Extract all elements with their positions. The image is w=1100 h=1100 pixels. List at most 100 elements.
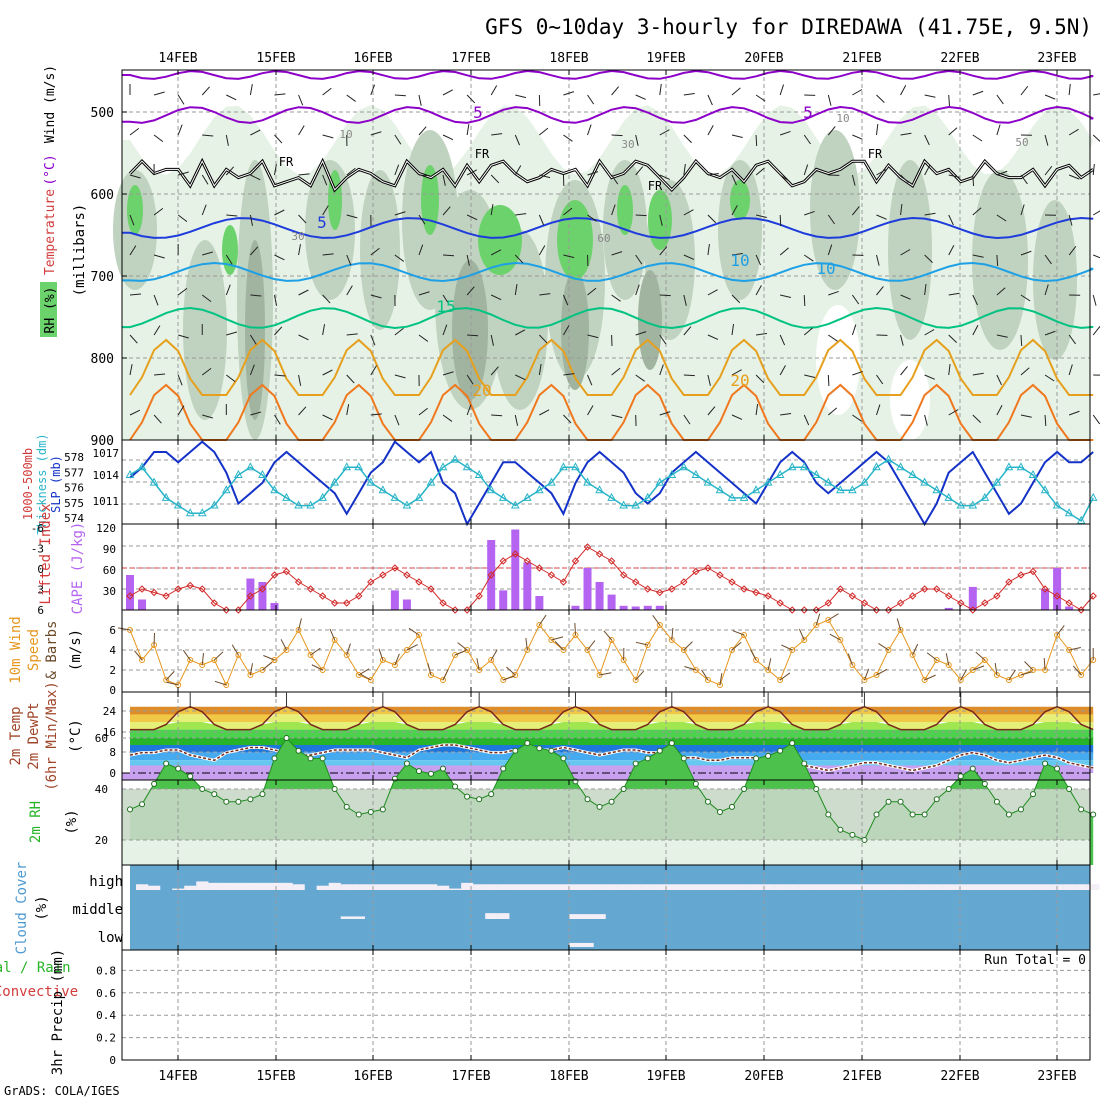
wind-barb <box>1068 128 1079 136</box>
rh2m-marker <box>343 803 350 810</box>
lifted-index-marker <box>583 543 592 551</box>
wind-barb <box>924 94 936 98</box>
wind-barb-10m <box>798 628 805 641</box>
wind-barb <box>226 374 236 383</box>
thickness-marker <box>1040 485 1050 494</box>
rh-legend-swatch <box>40 282 57 337</box>
thickness-marker <box>1016 462 1026 471</box>
wind-barb <box>322 87 332 96</box>
cloud-gap-high <box>581 884 594 890</box>
lifted-index-marker <box>439 599 447 607</box>
temp2m-tick-label: 24 <box>103 705 117 718</box>
temp-color-band <box>130 737 1094 745</box>
wind-barb <box>731 414 743 420</box>
wind-barb <box>1020 367 1030 376</box>
rh2m-marker <box>223 798 230 805</box>
wind-barb <box>851 324 857 336</box>
wind-barb-10m <box>635 641 648 646</box>
wind-barb <box>731 134 743 138</box>
temp-contour-label: 10 <box>730 251 749 270</box>
rh2m-marker <box>957 773 964 780</box>
wind-barb-10m <box>165 670 175 681</box>
thickness-marker <box>799 462 809 471</box>
wind-barb <box>202 134 214 137</box>
wind-barb-10m <box>1008 669 1016 681</box>
temp-contour-label: 5 <box>473 103 483 122</box>
thickness-marker <box>1088 492 1098 501</box>
wind-barb <box>129 214 135 226</box>
rh2m-marker <box>861 837 868 843</box>
cape-bar <box>631 606 640 610</box>
wind-barb <box>515 94 527 99</box>
wind-speed-marker <box>729 647 735 653</box>
lifted-index-marker <box>704 564 712 572</box>
wind-barb <box>538 364 542 376</box>
rh2m-marker <box>668 740 675 747</box>
wind-barb <box>876 374 884 385</box>
cloud-gap-high <box>786 884 799 890</box>
wind-barb <box>779 174 790 182</box>
wind-barb-10m <box>525 638 528 651</box>
wind-barb <box>443 254 455 257</box>
wind-barb <box>466 94 476 104</box>
freezing-label: FR <box>868 147 883 161</box>
lifted-index-marker <box>138 585 146 593</box>
wind-barb <box>779 84 785 96</box>
wind-barb <box>322 205 329 216</box>
thickness-marker <box>655 477 665 486</box>
wind-barb <box>803 254 814 262</box>
cape-bar <box>944 607 953 610</box>
wind-barb-10m <box>263 655 275 661</box>
wind-barb <box>948 292 960 296</box>
wind10m-unit-label: (m/s) <box>68 629 84 671</box>
lifted-index-marker <box>728 578 736 586</box>
wind-barb <box>972 174 975 187</box>
wind-barb <box>346 254 352 266</box>
rh2m-marker <box>548 747 555 754</box>
wind-barb <box>924 134 930 146</box>
wind-barb <box>249 84 253 96</box>
slp-axis-label: SLP (mb) <box>49 455 63 513</box>
rh2m-marker <box>151 780 158 787</box>
cloud-axis-label: Cloud Cover <box>14 862 30 955</box>
lifted-index-marker <box>186 581 194 590</box>
wind-tick-label: 2 <box>109 664 116 677</box>
wind-barb <box>153 134 164 143</box>
cloud-gap-high <box>364 884 377 890</box>
wind-barb <box>177 374 183 386</box>
wind-barb-10m <box>829 633 841 641</box>
rh2m-marker <box>127 806 133 813</box>
pressure-tick-label: 500 <box>91 106 114 121</box>
cape-bar <box>1041 589 1050 610</box>
lifted-index-marker <box>836 585 845 593</box>
rh-contour-label: 30 <box>621 138 634 151</box>
rh2m-marker <box>1017 806 1024 813</box>
li-tick-label: -6 <box>31 522 44 535</box>
rh2m-marker <box>235 798 242 805</box>
wind-barb <box>370 131 382 136</box>
wind-barb <box>707 374 711 386</box>
wind-barb <box>755 374 765 384</box>
thickness-marker <box>715 485 725 494</box>
cloud-gap-high <box>208 882 221 890</box>
wind-barb <box>370 294 382 299</box>
cloud-gap-high <box>1014 884 1028 890</box>
wind-speed-marker <box>1078 672 1085 678</box>
wind-barb-10m <box>1043 657 1046 671</box>
thickness-marker <box>462 462 472 471</box>
lifted-index-marker <box>788 606 796 614</box>
cloud-gap-high <box>256 882 269 890</box>
wind-barb <box>466 124 470 136</box>
wind-barb <box>1020 250 1032 256</box>
wind-speed-marker <box>271 657 278 663</box>
wind-barb-10m <box>863 668 870 681</box>
temp-color-band <box>130 765 1094 773</box>
wind-speed-marker <box>560 647 567 653</box>
lifted-index-marker <box>945 592 953 600</box>
lifted-index-marker <box>403 571 411 579</box>
date-label-bottom: 14FEB <box>158 1069 197 1084</box>
rh2m-marker <box>211 791 218 798</box>
wind-barb-10m <box>683 641 693 651</box>
wind-barb <box>635 94 646 100</box>
wind-barb <box>611 134 623 137</box>
